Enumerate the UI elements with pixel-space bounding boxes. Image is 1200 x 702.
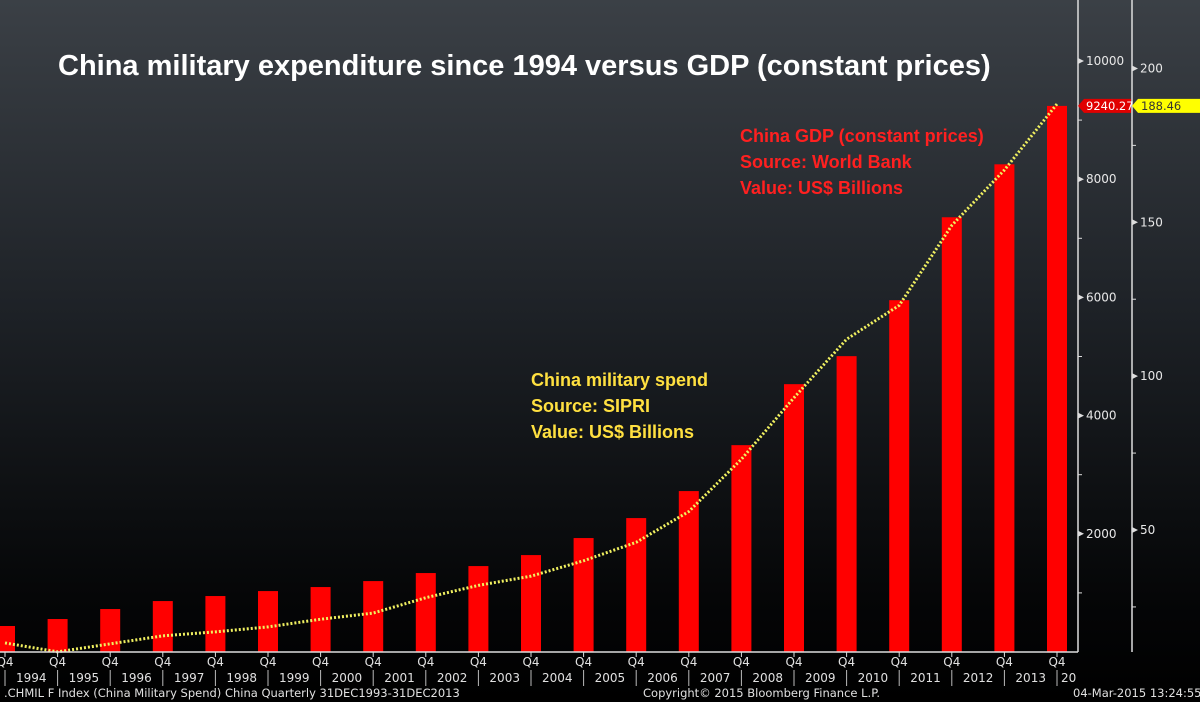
quarter-label: Q4 (102, 655, 119, 669)
left-tick-mark (1078, 530, 1084, 537)
gdp-bar (731, 445, 752, 652)
quarter-label: Q4 (259, 655, 276, 669)
gdp-bar (100, 609, 121, 652)
military-last-value-tag (1132, 98, 1200, 113)
quarter-label: Q4 (417, 655, 434, 669)
gdp-bar (258, 591, 278, 652)
quarter-label: Q4 (207, 655, 224, 669)
year-label: 2003 (489, 671, 520, 685)
gdp-bar (573, 538, 594, 652)
military-last-value: 188.46 (1141, 99, 1181, 113)
quarter-label: Q4 (891, 655, 908, 669)
quarter-label: Q4 (838, 655, 855, 669)
quarter-label: Q4 (680, 655, 697, 669)
year-label: 2007 (700, 671, 731, 685)
left-tick-mark (1078, 412, 1084, 419)
year-label: 2009 (805, 671, 836, 685)
chart-title: China military expenditure since 1994 ve… (58, 50, 991, 82)
gdp-annotation: Source: World Bank (740, 152, 913, 172)
quarter-label: Q4 (0, 655, 14, 669)
right-tick-mark (1132, 219, 1138, 226)
quarter-label: Q4 (996, 655, 1013, 669)
year-label: 1999 (279, 671, 310, 685)
left-tick-label: 8000 (1086, 172, 1117, 186)
gdp-bar (468, 566, 489, 652)
right-tick-label: 200 (1140, 61, 1163, 75)
gdp-bar (784, 384, 804, 652)
quarter-label: Q4 (49, 655, 66, 669)
year-label: 1994 (16, 671, 47, 685)
right-tick-mark (1132, 373, 1138, 380)
gdp-last-value: 9240.270 (1086, 99, 1141, 113)
gdp-bar (889, 300, 910, 652)
military-annotation: China military spend (531, 370, 708, 390)
gdp-last-value-tag (1078, 98, 1131, 113)
quarter-label: Q4 (733, 655, 750, 669)
quarter-label: Q4 (470, 655, 487, 669)
gdp-bar (415, 573, 436, 652)
quarter-label: Q4 (522, 655, 539, 669)
quarter-label: Q4 (154, 655, 171, 669)
gdp-bar (363, 581, 384, 652)
year-label: 1995 (69, 671, 100, 685)
quarter-label: Q4 (943, 655, 960, 669)
footer-timestamp: 04-Mar-2015 13:24:55 (1073, 686, 1200, 700)
year-label: 1996 (121, 671, 152, 685)
left-tick-label: 2000 (1086, 527, 1117, 541)
quarter-label: Q4 (1048, 655, 1065, 669)
gdp-bar (152, 601, 173, 652)
gdp-bar (836, 356, 857, 652)
military-annotation: Source: SIPRI (531, 396, 650, 416)
quarter-label: Q4 (312, 655, 329, 669)
year-label: 2010 (858, 671, 889, 685)
year-label: 2012 (963, 671, 994, 685)
year-label: 20 (1061, 671, 1076, 685)
right-tick-label: 50 (1140, 523, 1155, 537)
gdp-annotation: Value: US$ Billions (740, 178, 903, 198)
year-label: 2005 (595, 671, 626, 685)
quarter-label: Q4 (785, 655, 802, 669)
left-tick-label: 4000 (1086, 409, 1117, 423)
left-tick-mark (1078, 294, 1084, 301)
footer-copyright: Copyright© 2015 Bloomberg Finance L.P. (643, 686, 880, 700)
gdp-bar (1047, 105, 1067, 653)
left-tick-label: 10000 (1086, 54, 1124, 68)
year-label: 2011 (910, 671, 941, 685)
gdp-bar (47, 619, 68, 652)
quarter-label: Q4 (365, 655, 382, 669)
year-label: 1997 (174, 671, 205, 685)
gdp-bar (0, 625, 15, 652)
gdp-bar (626, 518, 647, 652)
right-tick-mark (1132, 527, 1138, 533)
right-tick-label: 100 (1140, 369, 1163, 383)
right-tick-mark (1132, 65, 1138, 72)
footer-index: .CHMIL F Index (China Military Spend) Ch… (4, 686, 460, 700)
left-tick-label: 6000 (1086, 290, 1117, 304)
year-label: 2000 (332, 671, 363, 685)
gdp-bar (994, 164, 1015, 652)
military-annotation: Value: US$ Billions (531, 422, 694, 442)
year-label: 2008 (752, 671, 783, 685)
gdp-annotation: China GDP (constant prices) (740, 126, 984, 146)
gdp-bar (205, 596, 226, 652)
gdp-bar (941, 217, 962, 652)
year-label: 2004 (542, 671, 573, 685)
gdp-bar (310, 587, 331, 652)
year-label: 2006 (647, 671, 678, 685)
quarter-label: Q4 (575, 655, 592, 669)
left-tick-mark (1078, 58, 1084, 64)
gdp-bar (521, 555, 541, 652)
gdp-bar (678, 491, 699, 652)
year-label: 2002 (437, 671, 468, 685)
year-label: 1998 (226, 671, 257, 685)
year-label: 2001 (384, 671, 415, 685)
right-tick-label: 150 (1140, 215, 1163, 229)
quarter-label: Q4 (628, 655, 645, 669)
year-label: 2013 (1015, 671, 1046, 685)
left-tick-mark (1078, 176, 1084, 183)
